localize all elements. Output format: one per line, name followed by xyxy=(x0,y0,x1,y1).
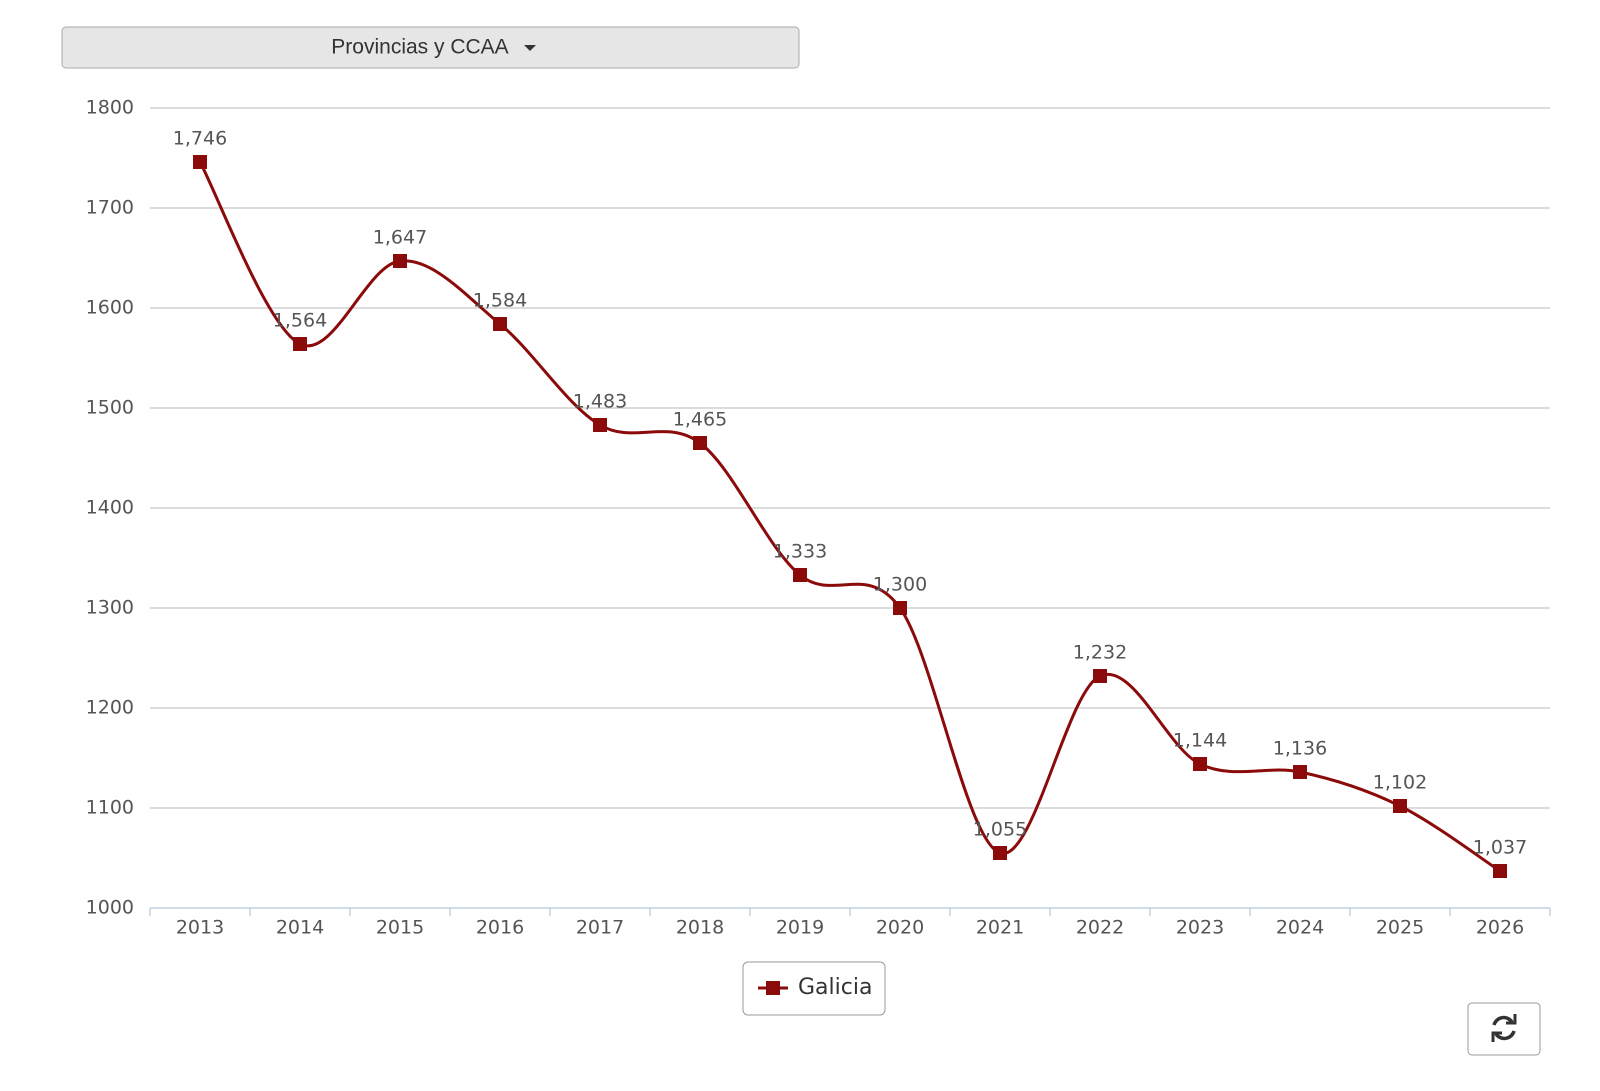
data-label: 1,136 xyxy=(1273,738,1327,760)
x-tick-label: 2018 xyxy=(676,917,724,939)
x-tick-label: 2025 xyxy=(1376,917,1424,939)
point-marker xyxy=(493,317,507,331)
point-marker xyxy=(293,337,307,351)
x-tick-label: 2015 xyxy=(376,917,424,939)
data-label: 1,055 xyxy=(973,819,1027,841)
data-label: 1,564 xyxy=(273,310,327,332)
x-tick-label: 2019 xyxy=(776,917,824,939)
x-tick-label: 2014 xyxy=(276,917,324,939)
point-marker xyxy=(393,254,407,268)
x-tick-label: 2020 xyxy=(876,917,924,939)
point-marker xyxy=(1093,669,1107,683)
point-marker xyxy=(1393,799,1407,813)
y-tick-label: 1100 xyxy=(86,797,134,819)
point-marker xyxy=(793,568,807,582)
legend-box xyxy=(742,961,886,1016)
data-label: 1,483 xyxy=(573,391,627,413)
data-label: 1,584 xyxy=(473,290,527,312)
data-label: 1,232 xyxy=(1073,642,1127,664)
dropdown-label[interactable]: Provincias y CCAA xyxy=(331,36,508,59)
x-tick-label: 2026 xyxy=(1476,917,1524,939)
point-marker xyxy=(1193,757,1207,771)
data-label: 1,300 xyxy=(873,574,927,596)
dropdown-caret xyxy=(524,45,536,51)
data-label: 1,333 xyxy=(773,541,827,563)
data-label: 1,144 xyxy=(1173,730,1227,752)
y-tick-label: 1500 xyxy=(86,397,134,419)
x-tick-label: 2013 xyxy=(176,917,224,939)
point-marker xyxy=(693,436,707,450)
point-marker xyxy=(193,155,207,169)
refresh-icon xyxy=(1491,1014,1517,1042)
x-tick-label: 2017 xyxy=(576,917,624,939)
data-label: 1,037 xyxy=(1473,837,1527,859)
y-tick-label: 1200 xyxy=(86,697,134,719)
refresh-button[interactable] xyxy=(1467,1002,1541,1056)
data-label: 1,746 xyxy=(173,128,227,150)
point-marker xyxy=(993,846,1007,860)
data-label: 1,465 xyxy=(673,409,727,431)
point-marker xyxy=(1293,765,1307,779)
x-tick-label: 2024 xyxy=(1276,917,1324,939)
y-tick-label: 1000 xyxy=(86,897,134,919)
x-tick-label: 2021 xyxy=(976,917,1024,939)
y-tick-label: 1700 xyxy=(86,197,134,219)
data-label: 1,647 xyxy=(373,227,427,249)
point-marker xyxy=(893,601,907,615)
point-marker xyxy=(1493,864,1507,878)
x-tick-label: 2016 xyxy=(476,917,524,939)
series-line xyxy=(198,161,1501,873)
y-tick-label: 1800 xyxy=(86,97,134,119)
point-marker xyxy=(593,418,607,432)
y-tick-label: 1400 xyxy=(86,497,134,519)
legend-symbol xyxy=(766,981,780,995)
data-label: 1,102 xyxy=(1373,772,1427,794)
y-tick-label: 1600 xyxy=(86,297,134,319)
y-tick-label: 1300 xyxy=(86,597,134,619)
dropdown-button[interactable] xyxy=(61,26,800,69)
legend-label: Galicia xyxy=(798,975,872,1000)
x-tick-label: 2022 xyxy=(1076,917,1124,939)
x-tick-label: 2023 xyxy=(1176,917,1224,939)
